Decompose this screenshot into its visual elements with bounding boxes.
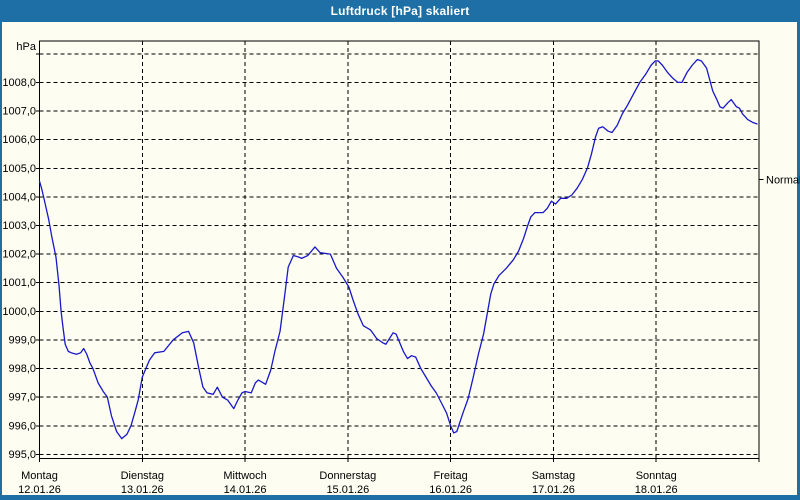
window-titlebar: Luftdruck [hPa] skaliert	[2, 0, 797, 22]
window-title: Luftdruck [hPa] skaliert	[330, 4, 470, 18]
